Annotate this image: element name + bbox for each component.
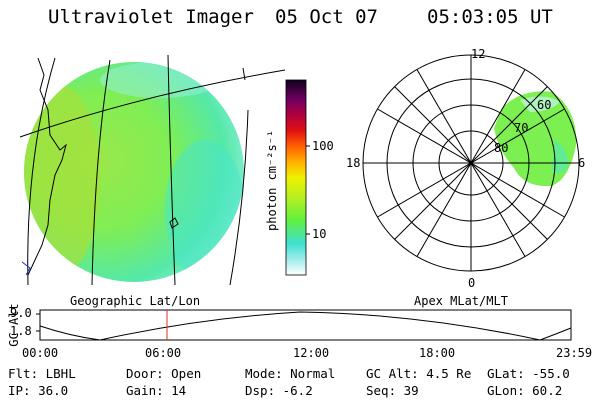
- mlt-label-18: 18: [346, 156, 361, 170]
- time-tick-1800: 18:00: [419, 346, 456, 360]
- time-tick-0000: 00:00: [22, 346, 59, 360]
- mlt-label-12: 12: [471, 47, 486, 61]
- time-tick-0600: 06:00: [145, 346, 182, 360]
- geographic-disk: [19, 54, 286, 286]
- instrument-title: Ultraviolet Imager: [48, 6, 254, 28]
- observation-time: 05:03:05 UT: [427, 6, 553, 28]
- mode-info: Mode: Normal: [245, 366, 336, 381]
- altitude-plot: [36, 309, 572, 341]
- door-info: Door: Open: [126, 366, 202, 381]
- gain-info: Gain: 14: [126, 383, 187, 398]
- colorbar-unit-label: photon cm⁻²s⁻¹: [265, 129, 279, 231]
- mlat-label-60: 60: [537, 98, 552, 112]
- mlt-label-0: 0: [468, 276, 476, 290]
- time-tick-1200: 12:00: [293, 346, 330, 360]
- dsp-info: Dsp: -6.2: [245, 383, 313, 398]
- glat-info: GLat: -55.0: [487, 366, 570, 381]
- altitude-ytick-high: 9.0: [10, 306, 32, 320]
- observation-date: 05 Oct 07: [275, 6, 378, 28]
- geographic-caption: Geographic Lat/Lon: [70, 294, 201, 308]
- filter-info: Flt: LBHL: [8, 366, 76, 381]
- colorbar-tick-10: 10: [312, 227, 327, 241]
- apex-caption: Apex MLat/MLT: [414, 294, 508, 308]
- mlt-label-6: 6: [578, 156, 586, 170]
- polar-dial: [362, 54, 580, 272]
- mlat-label-80: 80: [494, 141, 509, 155]
- glon-info: GLon: 60.2: [487, 383, 563, 398]
- time-tick-2359: 23:59: [556, 346, 593, 360]
- colorbar-tick-100: 100: [312, 139, 334, 153]
- seq-info: Seq: 39: [366, 383, 419, 398]
- mlat-label-70: 70: [514, 121, 529, 135]
- ip-info: IP: 36.0: [8, 383, 69, 398]
- colorbar: [285, 79, 310, 276]
- altitude-ytick-low: 1.8: [10, 324, 32, 338]
- gc-alt-info: GC Alt: 4.5 Re: [366, 366, 472, 381]
